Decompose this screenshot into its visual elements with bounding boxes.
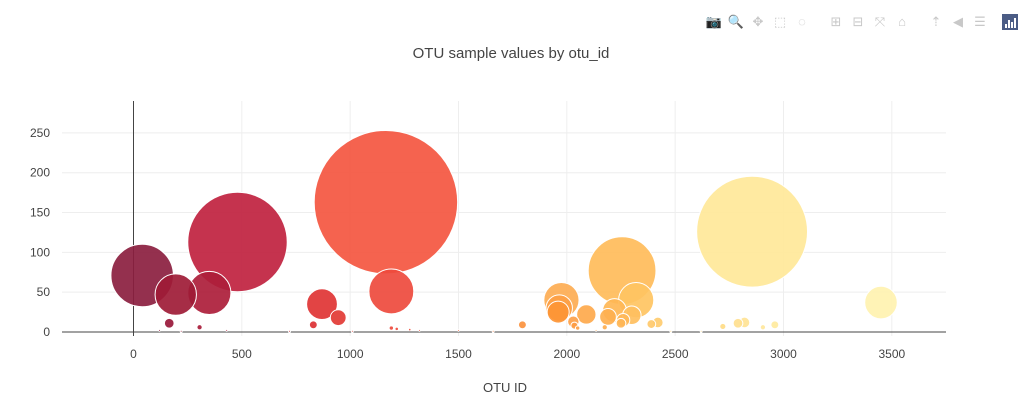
tick-labels: 0 500 1000 1500 2000 2500 3000 3500 0 50 100 150 200… (30, 126, 906, 361)
modebar-buttons: 📷 🔍 ✥ ⬚ ◌ ⊞ ⊟ ⤧ ⌂ ⇡ ◀ ☰ (706, 14, 988, 30)
bubble-point[interactable] (418, 328, 421, 332)
bubble-point[interactable] (163, 317, 175, 329)
bubble-point[interactable] (732, 317, 744, 329)
camera-icon[interactable]: 📷 (705, 14, 723, 29)
bubble-point[interactable] (154, 273, 197, 316)
bubble-point[interactable] (350, 329, 354, 333)
bubble-point[interactable] (699, 329, 703, 333)
bubble-point[interactable] (308, 320, 318, 330)
bubble-point[interactable] (864, 285, 898, 320)
bubble-point[interactable] (329, 309, 347, 327)
bubble-point[interactable] (288, 329, 291, 333)
chart-title: OTU sample values by otu_id (413, 45, 610, 62)
x-tick-label: 2500 (662, 347, 689, 361)
y-tick-label: 150 (30, 206, 50, 220)
x-tick-label: 1500 (445, 347, 472, 361)
bubble-point[interactable] (196, 324, 203, 331)
lasso-select-icon[interactable]: ◌ (798, 14, 806, 29)
autoscale-icon[interactable]: ⤧ (874, 14, 886, 29)
bubble-point[interactable] (368, 268, 415, 315)
bubble-point[interactable] (179, 329, 183, 333)
bubble-point[interactable] (601, 324, 608, 331)
bubble-point[interactable] (546, 300, 570, 324)
zoom-icon[interactable]: 🔍 (727, 14, 745, 29)
bubble-point[interactable] (306, 288, 338, 321)
bubble-point[interactable] (669, 329, 673, 333)
bubble-point[interactable] (646, 319, 657, 329)
zoom-in-icon[interactable]: ⊞ (830, 14, 842, 29)
bubble-point[interactable] (574, 325, 581, 331)
bubble-point[interactable] (696, 175, 809, 288)
bubbles[interactable] (110, 129, 898, 333)
zoom-out-icon[interactable]: ⊟ (852, 14, 864, 29)
bubble-point[interactable] (158, 328, 161, 332)
x-tick-label: 1000 (337, 347, 364, 361)
bubble-point[interactable] (599, 308, 617, 326)
bubble-point[interactable] (615, 317, 627, 329)
bubble-point[interactable] (407, 327, 412, 332)
box-select-icon[interactable]: ⬚ (773, 14, 787, 29)
bubble-point[interactable] (719, 322, 727, 331)
hover-closest-icon[interactable]: ◀ (953, 14, 963, 29)
y-tick-label: 0 (43, 325, 50, 339)
bubble-point[interactable] (759, 324, 767, 331)
x-tick-label: 3000 (770, 347, 797, 361)
reset-axes-icon[interactable]: ⌂ (898, 14, 906, 29)
bubble-point[interactable] (313, 129, 459, 275)
bubble-point[interactable] (394, 326, 400, 332)
y-tick-label: 250 (30, 126, 50, 140)
bubble-point[interactable] (770, 320, 780, 330)
y-tick-label: 200 (30, 166, 50, 180)
bubble-point[interactable] (388, 325, 395, 331)
pan-icon[interactable]: ✥ (752, 14, 764, 29)
hover-compare-icon[interactable]: ☰ (974, 14, 986, 29)
bubble-point[interactable] (517, 320, 527, 330)
bubble-point[interactable] (457, 328, 460, 332)
y-tick-label: 50 (37, 285, 51, 299)
x-tick-label: 0 (130, 347, 137, 361)
plotly-logo-icon[interactable] (1002, 14, 1018, 30)
x-tick-label: 500 (232, 347, 252, 361)
modebar: 📷 🔍 ✥ ⬚ ◌ ⊞ ⊟ ⤧ ⌂ ⇡ ◀ ☰ (706, 14, 1018, 30)
bubble-point[interactable] (576, 304, 597, 325)
spike-lines-icon[interactable]: ⇡ (930, 14, 942, 29)
bubble-point[interactable] (187, 191, 288, 293)
bubble-point[interactable] (225, 328, 229, 332)
y-tick-label: 100 (30, 245, 50, 259)
x-tick-label: 2000 (553, 347, 580, 361)
x-axis-label: OTU ID (483, 380, 527, 395)
x-tick-label: 3500 (878, 347, 905, 361)
bubble-point[interactable] (594, 328, 598, 332)
bubble-point[interactable] (491, 329, 495, 333)
